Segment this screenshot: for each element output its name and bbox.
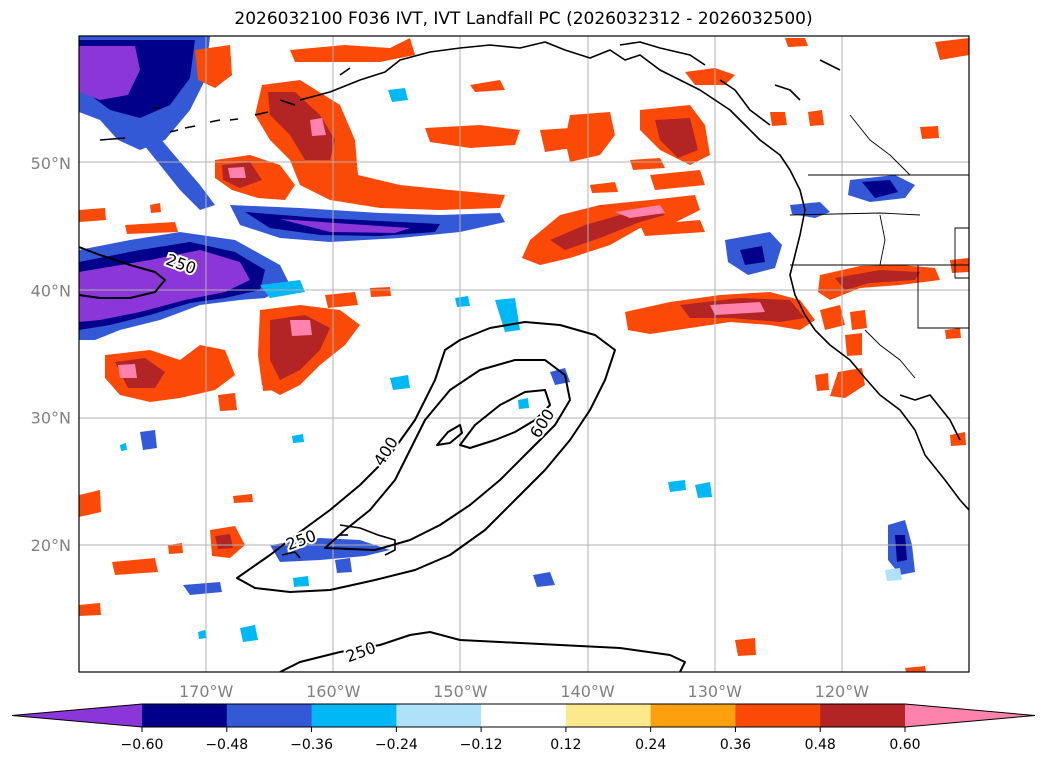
colorbar-tick-label: 0.60 xyxy=(889,737,920,753)
colorbar-segment xyxy=(820,704,906,727)
colorbar-segment xyxy=(142,704,228,727)
colorbar-tick-label: −0.24 xyxy=(375,737,418,753)
ivt-contour-250-main xyxy=(236,321,616,593)
lon-label: 170°W xyxy=(179,682,234,701)
lon-label: 150°W xyxy=(433,682,488,701)
colorbar-tick-label: 0.36 xyxy=(720,737,751,753)
ivt-contour-600-outer xyxy=(459,389,551,449)
colorbar-tick-label: 0.12 xyxy=(550,737,581,753)
colorbar-tick-label: 0.24 xyxy=(635,737,666,753)
colorbar-segment xyxy=(481,704,567,727)
colorbar-segment xyxy=(565,704,652,727)
colorbar-extend-max xyxy=(905,704,1035,727)
ivt-contour-400 xyxy=(324,359,571,551)
colorbar-tick-label: −0.36 xyxy=(290,737,333,753)
ivt-contour-250-south xyxy=(279,631,686,672)
colorbar-tick-label: −0.12 xyxy=(460,737,503,753)
lat-label: 20°N xyxy=(31,536,71,555)
plot-title: 2026032100 F036 IVT, IVT Landfall PC (20… xyxy=(234,9,813,29)
coastlines xyxy=(99,41,969,559)
lon-label: 130°W xyxy=(688,682,743,701)
lat-label: 50°N xyxy=(31,154,71,173)
map-background xyxy=(79,36,969,672)
colorbar xyxy=(11,703,1036,732)
colorbar-tick-label: 0.48 xyxy=(805,737,836,753)
state-borders xyxy=(789,114,969,379)
map-frame xyxy=(78,35,970,673)
colorbar-tick-labels: −0.60 −0.48 −0.36 −0.24 −0.12 0.12 0.24 0.36 0.4… xyxy=(121,737,921,753)
ivt-contour-600-inner xyxy=(436,424,463,446)
lon-label: 160°W xyxy=(306,682,361,701)
lon-label: 140°W xyxy=(560,682,615,701)
positive-anomalies xyxy=(79,38,969,672)
lat-label: 40°N xyxy=(31,281,71,300)
colorbar-tick-label: −0.60 xyxy=(121,737,164,753)
colorbar-segment xyxy=(735,704,821,727)
colorbar-tick-label: −0.48 xyxy=(205,737,248,753)
ivt-contour-250-north xyxy=(79,246,166,299)
colorbar-segment xyxy=(311,704,397,727)
lat-label: 30°N xyxy=(31,409,71,428)
latitude-labels: 50°N 40°N 30°N 20°N xyxy=(31,154,71,555)
colorbar-segment xyxy=(226,704,313,727)
shaded-ivt-pc-field xyxy=(79,36,969,672)
longitude-labels: 170°W 160°W 150°W 140°W 130°W 120°W xyxy=(179,682,869,701)
ivt-contours xyxy=(79,246,686,672)
colorbar-segment xyxy=(396,704,482,727)
lon-label: 120°W xyxy=(815,682,870,701)
colorbar-segment xyxy=(650,704,736,727)
colorbar-extend-min xyxy=(12,704,142,727)
